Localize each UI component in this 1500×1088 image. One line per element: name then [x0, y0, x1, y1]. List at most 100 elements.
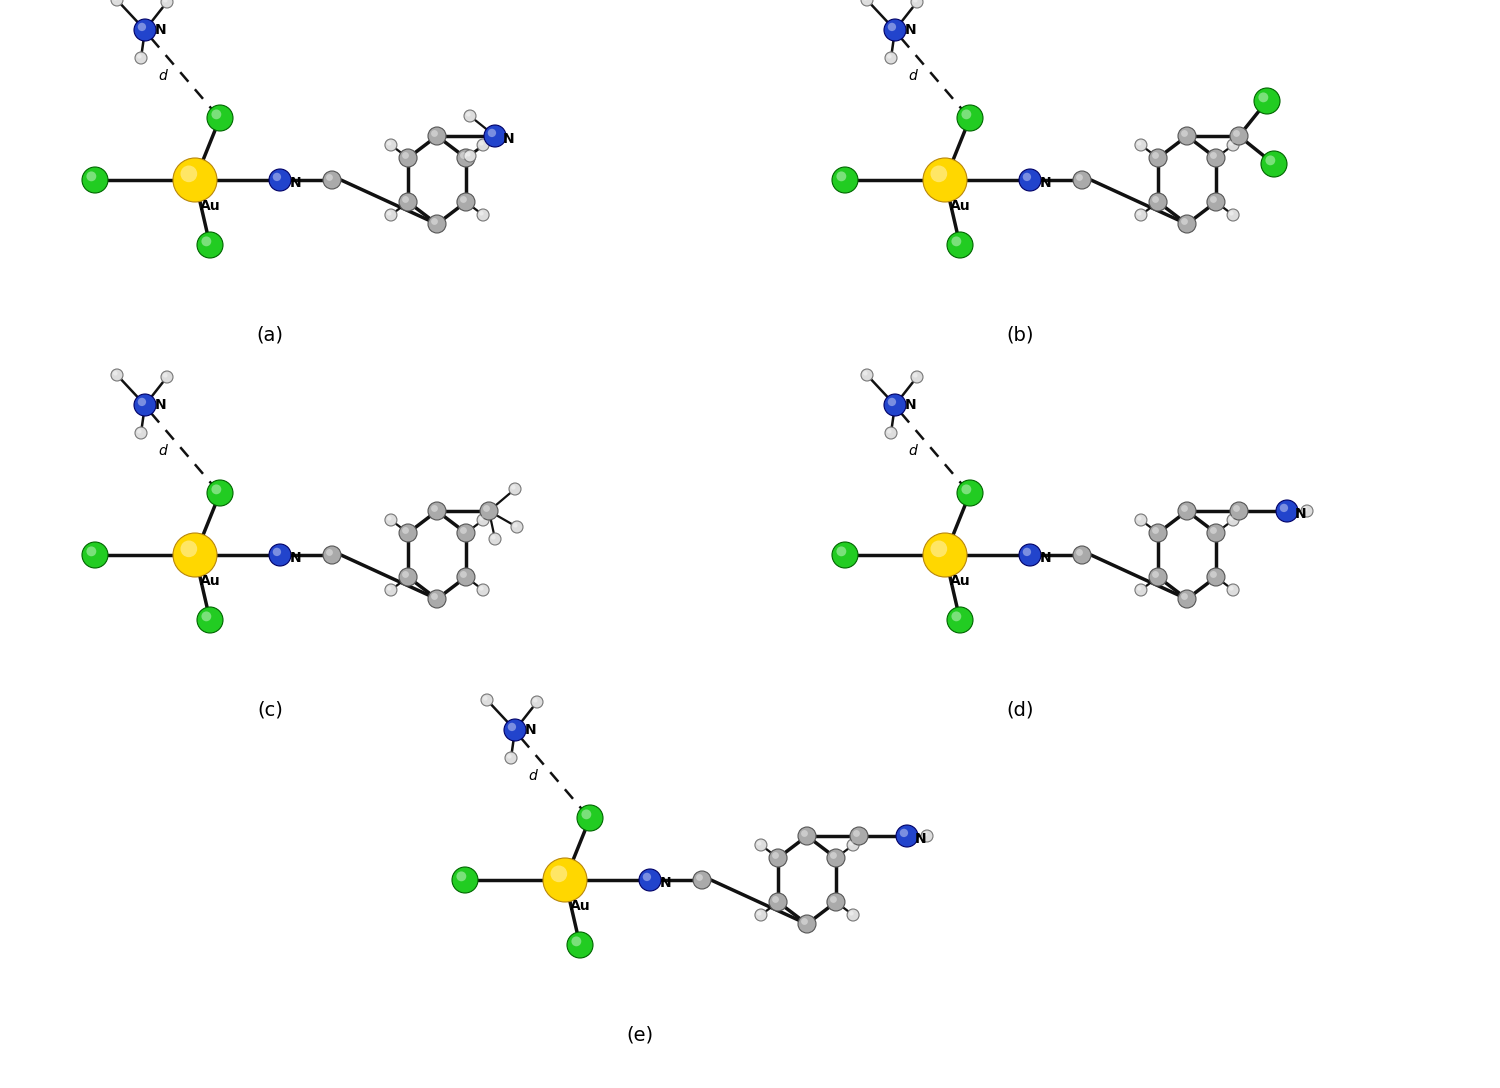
Circle shape — [1178, 215, 1196, 233]
Circle shape — [532, 698, 537, 703]
Circle shape — [387, 141, 392, 146]
Circle shape — [884, 18, 906, 41]
Circle shape — [512, 485, 516, 490]
Circle shape — [1180, 218, 1188, 225]
Circle shape — [833, 542, 858, 568]
Circle shape — [1208, 149, 1225, 166]
Circle shape — [464, 110, 476, 122]
Circle shape — [1136, 209, 1148, 221]
Circle shape — [1227, 584, 1239, 596]
Circle shape — [572, 937, 582, 947]
Circle shape — [504, 719, 526, 741]
Circle shape — [1230, 127, 1248, 145]
Circle shape — [1180, 593, 1188, 599]
Circle shape — [922, 533, 968, 577]
Circle shape — [111, 0, 123, 7]
Circle shape — [1137, 211, 1142, 215]
Circle shape — [885, 426, 897, 438]
Circle shape — [830, 852, 837, 858]
Text: N: N — [290, 551, 302, 565]
Circle shape — [885, 52, 897, 64]
Circle shape — [922, 832, 927, 837]
Circle shape — [693, 871, 711, 889]
Circle shape — [1208, 524, 1225, 542]
Circle shape — [507, 754, 512, 758]
Text: N: N — [660, 876, 672, 890]
Circle shape — [946, 232, 974, 258]
Circle shape — [1210, 196, 1216, 202]
Circle shape — [478, 516, 483, 520]
Circle shape — [399, 149, 417, 166]
Circle shape — [754, 908, 766, 922]
Circle shape — [1149, 524, 1167, 542]
Circle shape — [896, 825, 918, 846]
Circle shape — [696, 874, 703, 881]
Circle shape — [1136, 139, 1148, 151]
Circle shape — [1227, 514, 1239, 526]
Circle shape — [513, 523, 517, 528]
Circle shape — [1230, 502, 1248, 520]
Circle shape — [1210, 527, 1216, 534]
Text: N: N — [154, 23, 166, 37]
Circle shape — [460, 196, 466, 202]
Circle shape — [430, 218, 438, 225]
Circle shape — [512, 521, 524, 533]
Circle shape — [1076, 549, 1083, 556]
Circle shape — [211, 484, 222, 494]
Circle shape — [861, 0, 873, 7]
Text: d: d — [909, 69, 916, 83]
Circle shape — [464, 150, 476, 162]
Circle shape — [1178, 590, 1196, 608]
Circle shape — [962, 110, 972, 120]
Text: (e): (e) — [627, 1026, 654, 1044]
Circle shape — [386, 514, 398, 526]
Circle shape — [772, 897, 778, 903]
Circle shape — [172, 158, 217, 202]
Text: (a): (a) — [256, 325, 284, 345]
Circle shape — [1233, 505, 1240, 511]
Circle shape — [962, 484, 972, 494]
Circle shape — [386, 209, 398, 221]
Circle shape — [386, 139, 398, 151]
Circle shape — [1180, 131, 1188, 137]
Text: (d): (d) — [1007, 701, 1034, 719]
Circle shape — [1227, 139, 1239, 151]
Text: N: N — [904, 398, 916, 412]
Circle shape — [830, 897, 837, 903]
Circle shape — [888, 398, 896, 406]
Circle shape — [1152, 571, 1160, 578]
Circle shape — [1254, 88, 1280, 114]
Circle shape — [82, 542, 108, 568]
Circle shape — [930, 165, 946, 182]
Circle shape — [1233, 131, 1240, 137]
Circle shape — [1178, 127, 1196, 145]
Circle shape — [427, 502, 445, 520]
Circle shape — [87, 172, 96, 182]
Circle shape — [951, 236, 962, 246]
Circle shape — [136, 429, 141, 434]
Circle shape — [477, 584, 489, 596]
Circle shape — [1137, 516, 1142, 520]
Circle shape — [1152, 527, 1160, 534]
Circle shape — [798, 827, 816, 845]
Circle shape — [506, 752, 518, 764]
Circle shape — [914, 0, 918, 2]
Circle shape — [207, 106, 232, 131]
Circle shape — [1276, 500, 1298, 522]
Circle shape — [458, 193, 476, 211]
Text: N: N — [503, 132, 515, 146]
Circle shape — [758, 911, 762, 916]
Text: (b): (b) — [1007, 325, 1034, 345]
Circle shape — [207, 480, 232, 506]
Circle shape — [478, 141, 483, 146]
Circle shape — [164, 373, 168, 378]
Circle shape — [489, 533, 501, 545]
Circle shape — [478, 586, 483, 591]
Text: N: N — [904, 23, 916, 37]
Circle shape — [772, 852, 778, 858]
Circle shape — [531, 696, 543, 708]
Circle shape — [326, 549, 333, 556]
Circle shape — [1262, 151, 1287, 177]
Circle shape — [1266, 156, 1275, 165]
Circle shape — [798, 915, 816, 934]
